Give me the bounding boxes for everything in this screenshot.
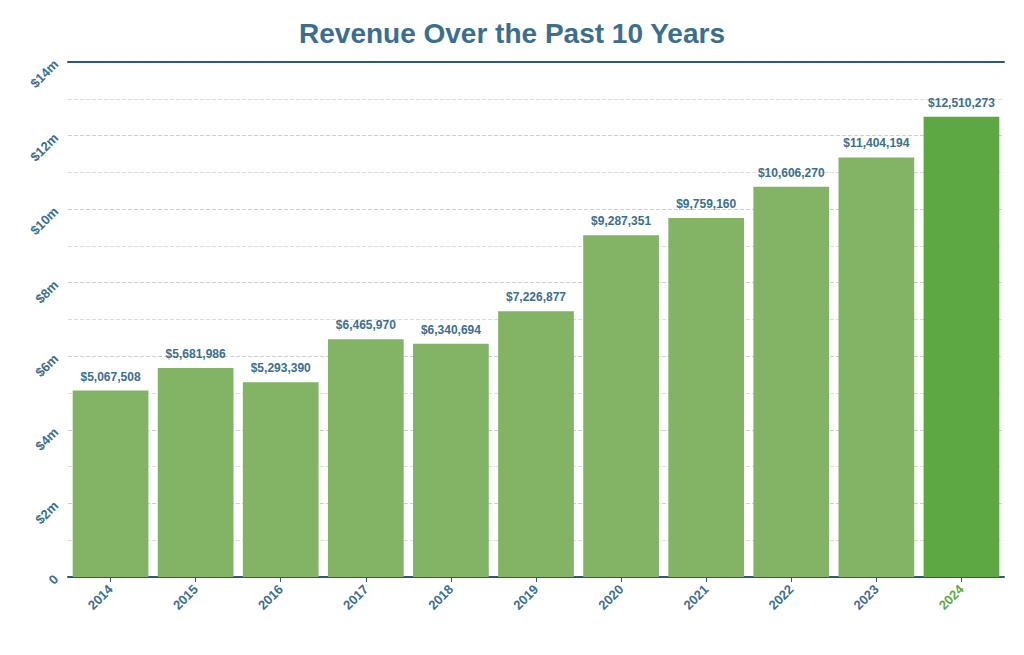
svg-text:$12,510,273: $12,510,273 [928, 96, 995, 110]
svg-text:2014: 2014 [85, 581, 117, 613]
svg-text:$6m: $6m [32, 351, 61, 380]
svg-text:$5,067,508: $5,067,508 [81, 370, 141, 384]
svg-text:$4m: $4m [32, 425, 61, 454]
svg-text:0: 0 [46, 572, 62, 588]
svg-text:$12m: $12m [27, 130, 61, 164]
svg-text:$5,681,986: $5,681,986 [166, 347, 226, 361]
svg-text:$11,404,194: $11,404,194 [843, 136, 909, 150]
svg-text:2024: 2024 [936, 581, 968, 613]
svg-text:$10m: $10m [27, 204, 61, 238]
svg-text:2022: 2022 [766, 582, 797, 613]
svg-text:2019: 2019 [510, 582, 541, 613]
svg-text:$2m: $2m [32, 498, 61, 527]
svg-text:$10,606,270: $10,606,270 [758, 166, 825, 180]
svg-text:$5,293,390: $5,293,390 [251, 361, 311, 375]
svg-text:$8m: $8m [32, 277, 61, 306]
svg-text:2020: 2020 [595, 582, 626, 613]
svg-text:2015: 2015 [170, 582, 201, 613]
svg-text:$9,287,351: $9,287,351 [591, 214, 651, 228]
svg-text:2017: 2017 [340, 582, 371, 613]
svg-text:$7,226,877: $7,226,877 [506, 290, 566, 304]
svg-text:$14m: $14m [27, 57, 61, 91]
svg-text:2023: 2023 [851, 582, 882, 613]
svg-text:2016: 2016 [255, 582, 286, 613]
svg-text:$9,759,160: $9,759,160 [676, 197, 736, 211]
svg-text:Revenue Over the Past 10 Years: Revenue Over the Past 10 Years [299, 18, 725, 49]
svg-text:2021: 2021 [680, 582, 711, 613]
svg-text:2018: 2018 [425, 582, 456, 613]
svg-text:$6,465,970: $6,465,970 [336, 318, 396, 332]
svg-text:$6,340,694: $6,340,694 [421, 323, 481, 337]
